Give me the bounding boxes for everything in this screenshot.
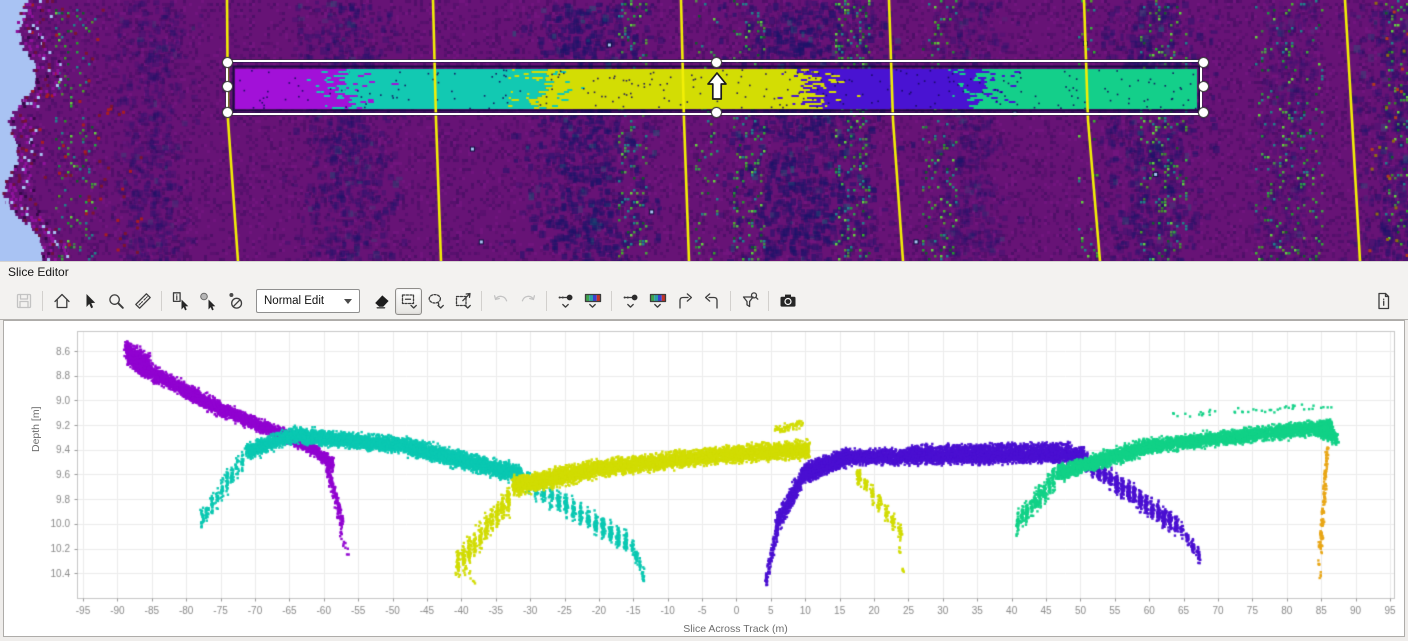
color-accepted-colormap-button[interactable] [579,288,606,315]
edit-mode-select[interactable]: Normal Edit [256,289,360,313]
select-cursor-button[interactable] [75,288,102,315]
sonar-canvas[interactable] [0,0,1408,261]
selection-handle[interactable] [222,81,233,92]
edit-mode-value: Normal Edit [257,295,344,307]
toolbar-separator [730,291,731,311]
selection-handle[interactable] [711,57,722,68]
toolbar-separator [161,291,162,311]
previous-slice-button[interactable] [698,288,725,315]
next-slice-button[interactable] [671,288,698,315]
selection-handle[interactable] [1198,107,1209,118]
polygon-cut-select-button[interactable] [449,288,476,315]
pick-angle-tool-button[interactable] [221,288,248,315]
snapshot-camera-button[interactable] [774,288,801,315]
pick-info-cursor-button[interactable] [167,288,194,315]
y-axis-title: Depth [m] [30,406,42,452]
caret-down-icon [344,299,352,304]
eraser-button[interactable] [368,288,395,315]
save-button[interactable] [10,288,37,315]
slice-scatter-plot[interactable] [0,320,1408,638]
panel-header: Slice Editor [0,261,1408,283]
redo-button[interactable] [514,288,541,315]
pick-point-cursor-button[interactable] [194,288,221,315]
rectangle-select-button[interactable] [395,288,422,315]
toolbar-separator [546,291,547,311]
toolbar-separator [768,291,769,311]
reject-soundings-button[interactable] [617,288,644,315]
zoom-button[interactable] [102,288,129,315]
panel-title: Slice Editor [0,262,1408,283]
toolbar-separator [42,291,43,311]
accept-soundings-button[interactable] [552,288,579,315]
filter-button[interactable] [736,288,763,315]
selection-handle[interactable] [711,107,722,118]
selection-handle[interactable] [1198,81,1209,92]
measure-ruler-button[interactable] [129,288,156,315]
x-axis-title: Slice Across Track (m) [77,623,1394,635]
undo-button[interactable] [487,288,514,315]
report-info-button[interactable] [1369,288,1396,315]
move-slice-cursor-icon[interactable] [703,71,731,103]
selection-handle[interactable] [222,57,233,68]
home-view-button[interactable] [48,288,75,315]
toolbar-separator [611,291,612,311]
sonar-mosaic-view[interactable] [0,0,1408,261]
slice-editor-toolbar: Normal Edit [0,283,1408,320]
selection-handle[interactable] [222,107,233,118]
color-rejected-colormap-button[interactable] [644,288,671,315]
lasso-select-button[interactable] [422,288,449,315]
toolbar-separator [481,291,482,311]
selection-handle[interactable] [1198,57,1209,68]
slice-editor-window: Slice Editor Normal Edit [0,0,1408,641]
